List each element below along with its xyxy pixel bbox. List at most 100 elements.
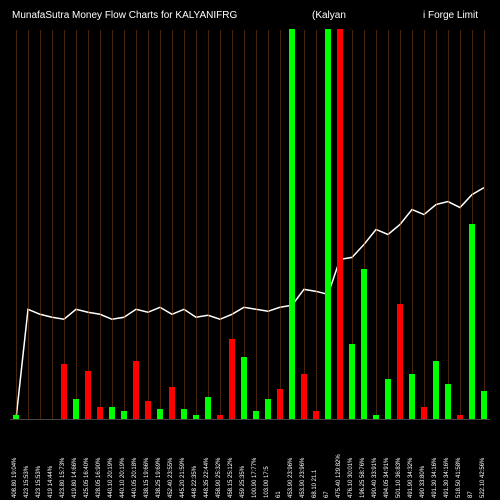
bar-down <box>145 401 151 419</box>
grid-line <box>184 30 185 419</box>
bar-up <box>385 379 391 419</box>
bar-up <box>241 357 247 419</box>
grid-line <box>28 30 29 419</box>
x-axis-labels: 408.80 19:04% 423 15:53% 423 15:53% 419 14:… <box>10 422 490 500</box>
grid-line <box>424 30 425 419</box>
chart-title-bar: MunafaSutra Money Flow Charts for KALYAN… <box>12 10 488 21</box>
bar-up <box>373 415 379 419</box>
bar-down <box>421 407 427 419</box>
bar-up <box>13 415 19 419</box>
x-axis-label: 491.30 34:16% <box>444 423 450 498</box>
grid-line <box>16 30 17 419</box>
bar-up <box>481 391 487 419</box>
bar-down <box>457 415 463 419</box>
grid-line <box>160 30 161 419</box>
x-axis-label: 490.40 33:91% <box>372 423 378 498</box>
x-axis-label: 491.30 34:16% <box>432 423 438 498</box>
price-line <box>10 30 490 419</box>
grid-line <box>76 30 77 419</box>
bar-down <box>169 387 175 419</box>
bar-up <box>325 29 331 419</box>
x-axis-label: 419 14:44% <box>48 423 54 498</box>
x-axis-label: 501.10 36:83% <box>396 423 402 498</box>
x-axis-label: 61 <box>276 423 282 498</box>
bar-up <box>109 407 115 419</box>
grid-line <box>448 30 449 419</box>
bar-down <box>301 374 307 419</box>
bar-down <box>277 389 283 419</box>
bar-up <box>121 411 127 419</box>
x-axis-label: 425.05 16:40% <box>84 423 90 498</box>
title-right: i Forge Limit <box>423 10 478 21</box>
bar-up <box>253 411 259 419</box>
x-axis-label: 453.90 23:96% <box>300 423 306 498</box>
x-axis-label: 440.05 20:18% <box>132 423 138 498</box>
grid-line <box>484 30 485 419</box>
bar-up <box>73 399 79 419</box>
bar-up <box>181 409 187 419</box>
x-axis-label: 440.10 20:19% <box>108 423 114 498</box>
x-axis-label: 419.80 14:66% <box>72 423 78 498</box>
bar-up <box>361 269 367 419</box>
x-axis-label: 423 15:53% <box>24 423 30 498</box>
x-axis-label: 490 33:80% <box>420 423 426 498</box>
grid-line <box>40 30 41 419</box>
bar-up <box>409 374 415 419</box>
x-axis-label: 445.20 21:59% <box>180 423 186 498</box>
x-axis-label: 453.90 23:96% <box>288 423 294 498</box>
bar-up <box>433 361 439 419</box>
bar-up <box>265 399 271 419</box>
grid-line <box>412 30 413 419</box>
grid-line <box>388 30 389 419</box>
bar-up <box>445 384 451 419</box>
bar-down <box>133 361 139 419</box>
x-axis-label: 100.90 17:77% <box>252 423 258 498</box>
bar-down <box>97 407 103 419</box>
x-axis-label: 448.35 22:44% <box>204 423 210 498</box>
grid-line <box>124 30 125 419</box>
x-axis-label: 68.10 21.1 <box>312 423 318 498</box>
grid-line <box>112 30 113 419</box>
bar-up <box>289 29 295 419</box>
grid-line <box>208 30 209 419</box>
x-axis-label: 408.80 19:04% <box>12 423 18 498</box>
grid-line <box>88 30 89 419</box>
x-axis-label: 518.50 41:58% <box>456 423 462 498</box>
x-axis-label: 428.05 16:90% <box>96 423 102 498</box>
x-axis-label: 491.90 34:32% <box>408 423 414 498</box>
grid-line <box>316 30 317 419</box>
grid-line <box>256 30 257 419</box>
x-axis-label: 494.05 34:91% <box>384 423 390 498</box>
x-axis-label: 459 25:35% <box>240 423 246 498</box>
x-axis-label: 440.10 20:19% <box>120 423 126 498</box>
bar-down <box>85 371 91 419</box>
x-axis-label: 103.00 17:5 <box>264 423 270 498</box>
bar-down <box>337 29 343 419</box>
x-axis-label: 87 <box>468 423 474 498</box>
x-axis-label: 452.40 23:55% <box>168 423 174 498</box>
bar-up <box>157 409 163 419</box>
x-axis-label: 475.40 129:82% <box>336 423 342 498</box>
title-center: (Kalyan <box>312 10 346 21</box>
bar-up <box>205 397 211 419</box>
bar-up <box>193 415 199 419</box>
x-axis-label: 438.25 19:69% <box>156 423 162 498</box>
grid-line <box>196 30 197 419</box>
x-axis-label: 423 15:53% <box>36 423 42 498</box>
x-axis-label: 458.90 25:32% <box>216 423 222 498</box>
x-axis-label: 458.15 25:12% <box>228 423 234 498</box>
title-left: MunafaSutra Money Flow Charts for KALYAN… <box>12 10 237 21</box>
bar-up <box>349 344 355 419</box>
grid-line <box>220 30 221 419</box>
x-axis-label: 522.10 42:56% <box>480 423 486 498</box>
bar-down <box>61 364 67 419</box>
grid-line <box>376 30 377 419</box>
grid-line <box>64 30 65 419</box>
bar-up <box>469 224 475 419</box>
grid-line <box>304 30 305 419</box>
bar-down <box>229 339 235 419</box>
x-axis-label: 438.15 19:66% <box>144 423 150 498</box>
x-axis-label: 67 <box>324 423 330 498</box>
x-axis-label: 448 22:35% <box>192 423 198 498</box>
bar-down <box>397 304 403 419</box>
